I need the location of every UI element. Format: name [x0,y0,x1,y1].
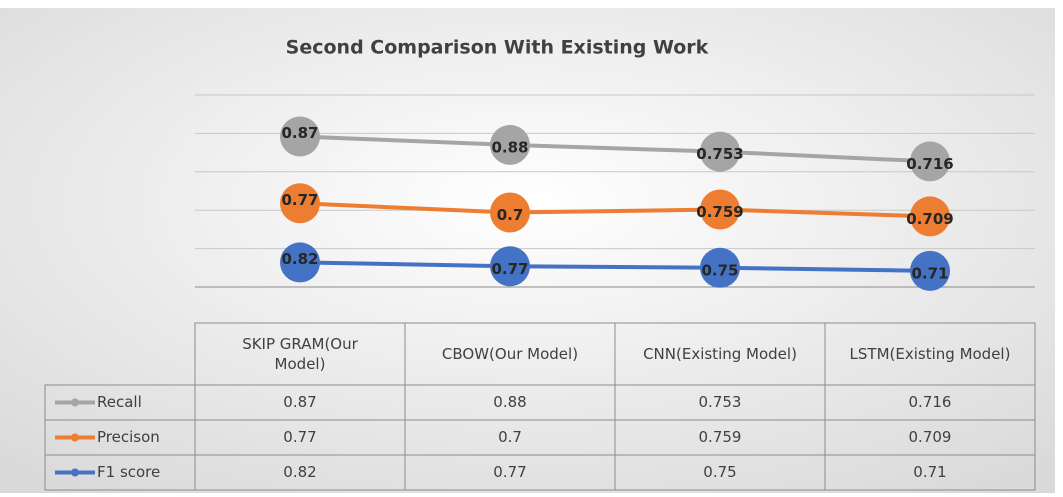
table-value: 0.77 [283,428,316,446]
data-label: 0.77 [491,260,528,278]
category-cell: CBOW(Our Model) [441,344,579,363]
marker [490,124,530,165]
marker [700,189,740,230]
category-cell: CNN(Existing Model) [643,344,797,363]
data-label: 0.7 [497,206,524,224]
x-tick-label: CBOW(Our Model) [441,344,579,363]
data-label: 0.759 [696,203,743,221]
data-label: 0.753 [696,145,743,163]
table-value: 0.759 [699,428,742,446]
chart-title: Second Comparison With Existing Work [286,37,709,59]
table-value: 0.71 [913,463,946,481]
data-label: 0.88 [491,138,528,156]
legend-label: F1 score [97,463,160,481]
marker [910,141,950,182]
table-value: 0.709 [909,428,952,446]
legend-key-marker [71,468,79,477]
table-value: 0.7 [498,428,522,446]
marker [490,192,530,233]
marker [700,131,740,172]
table-value: 0.87 [283,393,316,411]
marker [910,196,950,237]
chart-background [0,8,1055,493]
category-cell: LSTM(Existing Model) [849,344,1011,363]
table-value: 0.75 [703,463,736,481]
series-line [299,201,931,219]
data-label: 0.75 [701,261,738,279]
data-label: 0.716 [906,155,953,173]
marker [280,183,320,224]
x-tick-label: SKIP GRAM(Our Model) [242,334,358,373]
table-value: 0.77 [493,463,526,481]
marker [700,247,740,288]
x-tick-label: CNN(Existing Model) [643,344,797,363]
data-label: 0.77 [281,191,318,209]
table-value: 0.88 [493,393,526,411]
marker [280,116,320,157]
data-label: 0.87 [281,124,318,142]
legend-label: Recall [97,393,142,411]
series-line [299,134,931,164]
category-cell: SKIP GRAM(Our Model) [242,334,358,373]
marker [280,242,320,283]
legend-key-marker [71,398,79,407]
legend-label: Precison [97,428,160,446]
data-label: 0.709 [906,210,953,228]
table-value: 0.753 [699,393,742,411]
marker [490,246,530,287]
marker [910,250,950,291]
table-value: 0.716 [909,393,952,411]
series-line [299,260,931,273]
table-value: 0.82 [283,463,316,481]
x-tick-label: LSTM(Existing Model) [849,344,1011,363]
data-label: 0.82 [281,250,318,268]
legend-key-marker [71,433,79,442]
data-label: 0.71 [911,264,948,282]
